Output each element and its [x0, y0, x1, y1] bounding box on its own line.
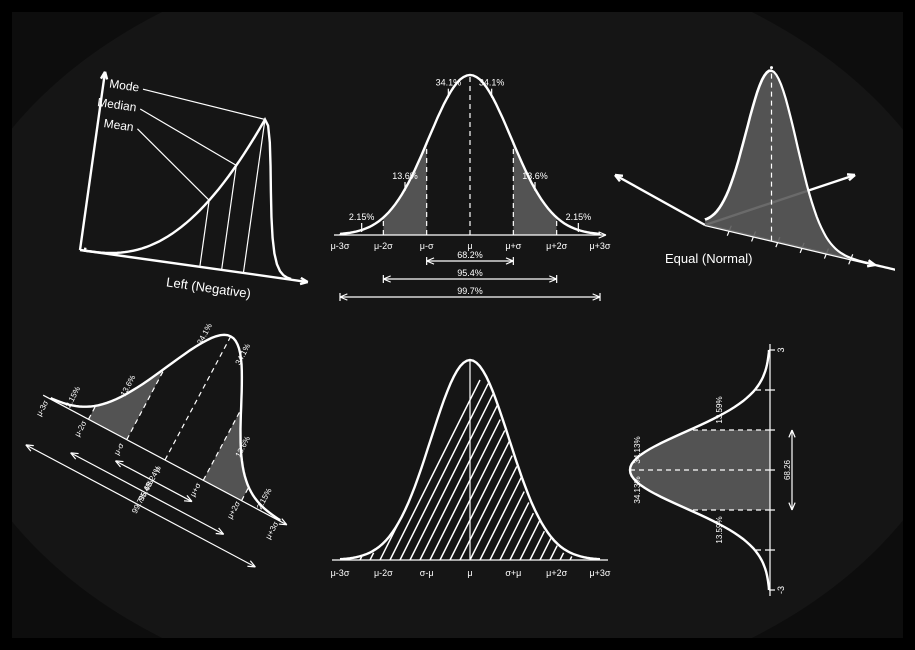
svg-text:34.13%: 34.13%	[633, 436, 642, 463]
svg-text:-3: -3	[776, 586, 786, 594]
svg-text:μ+3σ: μ+3σ	[589, 568, 610, 578]
svg-text:μ-2σ: μ-2σ	[374, 241, 393, 251]
chalkboard-diagram: { "canvas": { "width": 915, "height": 65…	[0, 0, 915, 650]
svg-text:34.13%: 34.13%	[633, 476, 642, 503]
normal-pct: 34.1%	[479, 78, 505, 88]
svg-text:68.26: 68.26	[783, 459, 792, 480]
normal-pct: 2.15%	[566, 212, 592, 222]
normal-pct: 13.6%	[522, 171, 548, 181]
svg-text:μ+2σ: μ+2σ	[546, 568, 567, 578]
svg-text:99.7%: 99.7%	[457, 286, 483, 296]
svg-text:68.2%: 68.2%	[457, 250, 483, 260]
normal-pct: 34.1%	[436, 78, 462, 88]
svg-text:σ-μ: σ-μ	[420, 568, 434, 578]
svg-text:3: 3	[776, 347, 786, 352]
svg-text:μ+2σ: μ+2σ	[546, 241, 567, 251]
equal-caption: Equal (Normal)	[665, 251, 752, 266]
svg-text:μ: μ	[467, 568, 472, 578]
svg-text:μ-3σ: μ-3σ	[331, 241, 350, 251]
svg-text:95.4%: 95.4%	[457, 268, 483, 278]
normal-pct: 13.6%	[392, 171, 418, 181]
svg-text:μ-σ: μ-σ	[420, 241, 434, 251]
svg-text:13.59%: 13.59%	[715, 396, 724, 423]
normal-pct: 2.15%	[349, 212, 375, 222]
svg-text:13.59%: 13.59%	[715, 516, 724, 543]
diagram-svg: ModeMedianMeanLeft (Negative)μ-3σμ-2σμ-σ…	[0, 0, 915, 650]
svg-text:μ-3σ: μ-3σ	[331, 568, 350, 578]
svg-text:μ+3σ: μ+3σ	[589, 241, 610, 251]
svg-text:μ+σ: μ+σ	[505, 241, 521, 251]
svg-text:μ-2σ: μ-2σ	[374, 568, 393, 578]
svg-text:σ+μ: σ+μ	[505, 568, 521, 578]
